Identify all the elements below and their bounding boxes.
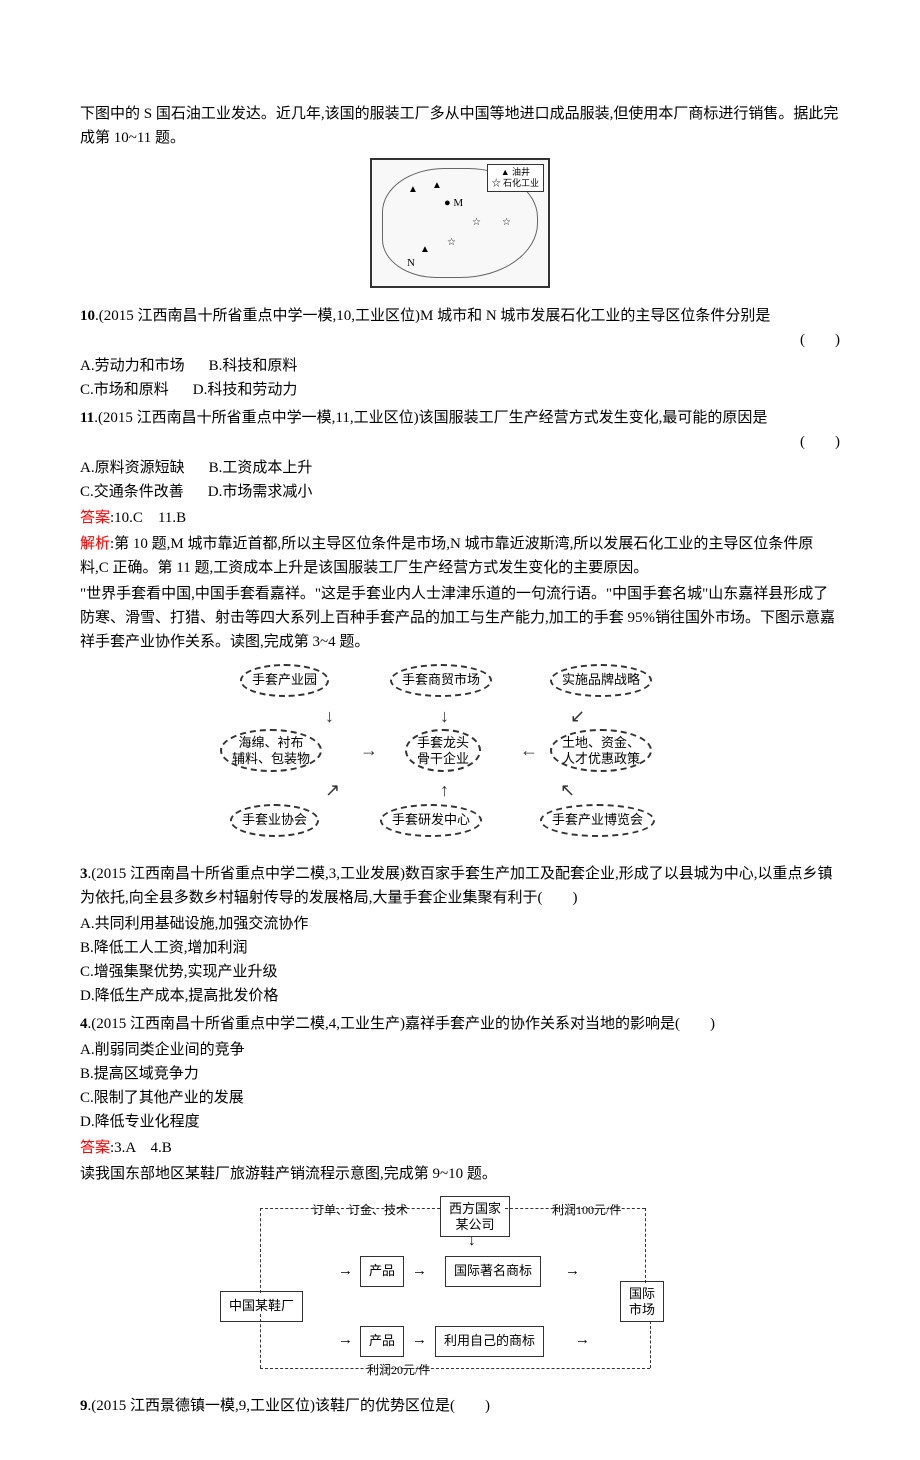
node-leading-enterprise: 手套龙头骨干企业 — [405, 729, 481, 772]
label-order: 订单、订金、技术 — [310, 1201, 410, 1220]
q11-option-c: C.交通条件改善 — [80, 480, 184, 504]
q3-option-d: D.降低生产成本,提高批发价格 — [80, 984, 840, 1008]
label-profit-20: 利润20元/件 — [365, 1361, 432, 1380]
q3-number: 3 — [80, 866, 88, 882]
box-china-factory: 中国某鞋厂 — [220, 1291, 303, 1322]
q10-number: 10 — [80, 308, 95, 324]
q10-options-row1: A.劳动力和市场 B.科技和原料 — [80, 354, 840, 378]
legend-petro: ☆ 石化工业 — [492, 178, 539, 189]
q11-options-row1: A.原料资源短缺 B.工资成本上升 — [80, 456, 840, 480]
node-trade-market: 手套商贸市场 — [390, 664, 492, 697]
node-rd-center: 手套研发中心 — [380, 804, 482, 837]
q3-text: .(2015 江西南昌十所省重点中学二模,3,工业发展)数百家手套生产加工及配套… — [80, 866, 833, 906]
q4-text: .(2015 江西南昌十所省重点中学二模,4,工业生产)嘉祥手套产业的协作关系对… — [88, 1016, 716, 1032]
answer1-label: 答案 — [80, 510, 110, 526]
question-11: 11.(2015 江西南昌十所省重点中学一模,11,工业区位)该国服装工厂生产经… — [80, 406, 840, 454]
node-industrial-park: 手套产业园 — [240, 664, 329, 697]
question-9: 9.(2015 江西景德镇一模,9,工业区位)该鞋厂的优势区位是( ) — [80, 1394, 840, 1418]
explain1-text: :第 10 题,M 城市靠近首都,所以主导区位条件是市场,N 城市靠近波斯湾,所… — [80, 536, 813, 576]
intro-text-1: 下图中的 S 国石油工业发达。近几年,该国的服装工厂多从中国等地进口成品服装,但… — [80, 102, 840, 150]
box-own-brand: 利用自己的商标 — [435, 1326, 544, 1357]
q3-option-a: A.共同利用基础设施,加强交流协作 — [80, 912, 840, 936]
label-profit-100: 利润100元/件 — [550, 1201, 623, 1220]
q3-option-b: B.降低工人工资,增加利润 — [80, 936, 840, 960]
box-product-1: 产品 — [360, 1256, 404, 1287]
answer2-text: :3.A 4.B — [110, 1140, 172, 1156]
q11-paren: ( ) — [800, 430, 840, 454]
glove-diagram: 手套产业园 手套商贸市场 实施品牌战略 海绵、衬布辅料、包装物 手套龙头骨干企业… — [80, 664, 840, 852]
intro-text-2: "世界手套看中国,中国手套看嘉祥。"这是手套业内人士津津乐道的一句流行语。"中国… — [80, 582, 840, 654]
question-3: 3.(2015 江西南昌十所省重点中学二模,3,工业发展)数百家手套生产加工及配… — [80, 862, 840, 910]
q10-option-d: D.科技和劳动力 — [193, 378, 298, 402]
explain-1: 解析:第 10 题,M 城市靠近首都,所以主导区位条件是市场,N 城市靠近波斯湾… — [80, 532, 840, 580]
q10-option-c: C.市场和原料 — [80, 378, 169, 402]
node-association: 手套业协会 — [230, 804, 319, 837]
mark-m: ● M — [444, 195, 463, 213]
node-materials: 海绵、衬布辅料、包装物 — [220, 729, 322, 772]
explain1-label: 解析 — [80, 536, 110, 552]
intro-text-3: 读我国东部地区某鞋厂旅游鞋产销流程示意图,完成第 9~10 题。 — [80, 1162, 840, 1186]
q11-option-b: B.工资成本上升 — [209, 456, 313, 480]
shoe-diagram: 西方国家某公司 中国某鞋厂 产品 产品 国际著名商标 利用自己的商标 国际市场 … — [80, 1196, 840, 1384]
q4-option-d: D.降低专业化程度 — [80, 1110, 840, 1134]
q10-options-row2: C.市场和原料 D.科技和劳动力 — [80, 378, 840, 402]
question-4: 4.(2015 江西南昌十所省重点中学二模,4,工业生产)嘉祥手套产业的协作关系… — [80, 1012, 840, 1036]
box-product-2: 产品 — [360, 1326, 404, 1357]
answer-1: 答案:10.C 11.B — [80, 506, 840, 530]
q4-option-c: C.限制了其他产业的发展 — [80, 1086, 840, 1110]
legend-oil: ▲ 油井 — [492, 167, 539, 178]
q9-number: 9 — [80, 1398, 88, 1414]
q10-paren: ( ) — [800, 328, 840, 352]
q11-number: 11 — [80, 410, 94, 426]
q3-option-c: C.增强集聚优势,实现产业升级 — [80, 960, 840, 984]
q10-option-a: A.劳动力和市场 — [80, 354, 185, 378]
node-expo: 手套产业博览会 — [540, 804, 655, 837]
mark-n: N — [407, 255, 415, 273]
question-10: 10.(2015 江西南昌十所省重点中学一模,10,工业区位)M 城市和 N 城… — [80, 304, 840, 352]
answer1-text: :10.C 11.B — [110, 510, 186, 526]
q4-number: 4 — [80, 1016, 88, 1032]
node-brand-strategy: 实施品牌战略 — [550, 664, 652, 697]
q11-option-d: D.市场需求减小 — [208, 480, 313, 504]
q10-text: .(2015 江西南昌十所省重点中学一模,10,工业区位)M 城市和 N 城市发… — [95, 308, 770, 324]
answer-2: 答案:3.A 4.B — [80, 1136, 840, 1160]
q11-text: .(2015 江西南昌十所省重点中学一模,11,工业区位)该国服装工厂生产经营方… — [94, 410, 767, 426]
q9-text: .(2015 江西景德镇一模,9,工业区位)该鞋厂的优势区位是( ) — [88, 1398, 490, 1414]
map-legend: ▲ 油井 ☆ 石化工业 — [487, 164, 544, 192]
node-policy: 土地、资金、人才优惠政策 — [550, 729, 652, 772]
q11-options-row2: C.交通条件改善 D.市场需求减小 — [80, 480, 840, 504]
q4-option-b: B.提高区域竞争力 — [80, 1062, 840, 1086]
box-intl-brand: 国际著名商标 — [445, 1256, 541, 1287]
q4-option-a: A.削弱同类企业间的竞争 — [80, 1038, 840, 1062]
answer2-label: 答案 — [80, 1140, 110, 1156]
map-figure: ▲ 油井 ☆ 石化工业 ● M N ▲ ▲ ☆ ☆ ▲ ☆ — [80, 158, 840, 296]
q11-option-a: A.原料资源短缺 — [80, 456, 185, 480]
q10-option-b: B.科技和原料 — [209, 354, 298, 378]
